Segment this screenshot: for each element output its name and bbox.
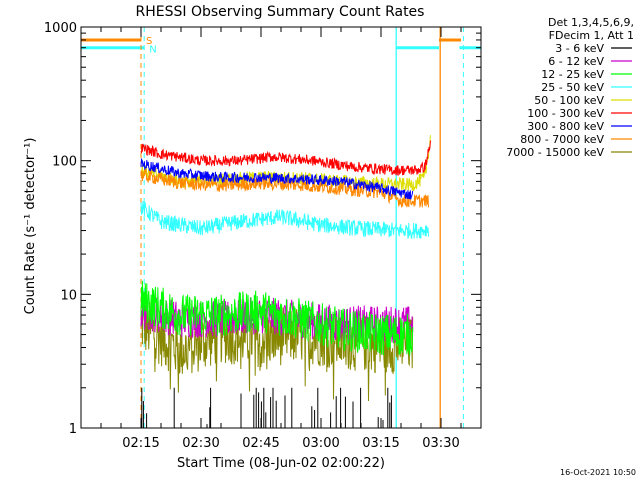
x-tick-label: 03:30 [422,436,459,451]
legend-label: 12 - 25 keV [541,68,604,81]
plot-area: SN [81,27,481,428]
x-tick-label: 02:45 [242,436,279,451]
legend-label: 50 - 100 keV [534,94,604,107]
y-tick-label: 100 [52,155,77,170]
timestamp: 16-Oct-2021 10:50 [560,468,636,477]
y-tick-label: 10 [60,288,77,303]
series-line-300-800-kev [140,158,414,200]
legend-label: 100 - 300 keV [527,107,604,120]
y-tick-label: 1000 [44,21,77,36]
x-tick-label: 02:15 [122,436,159,451]
axes: 1 10 100 1000 02:15 02:30 02:45 03:00 03:15 03:30 [44,21,482,451]
x-tick-label: 03:15 [362,436,399,451]
y-axis-label: Count Rate (s⁻¹ detector⁻¹) [23,138,38,315]
x-axis-label: Start Time (08-Jun-02 02:00:22) [177,456,385,471]
legend-label: 3 - 6 keV [555,42,604,55]
series-line-100-300-kev [140,140,432,177]
legend-label: 7000 - 15000 keV [506,146,604,159]
legend-header-line-1: Det 1,3,4,5,6,9, [548,16,634,29]
legend-label: 25 - 50 keV [541,81,604,94]
annotation-s: S [146,36,152,47]
legend-label: 6 - 12 keV [548,55,604,68]
chart-title: RHESSI Observing Summary Count Rates [136,4,425,20]
series-line-12-25-kev [140,280,414,356]
x-tick-label: 03:00 [302,436,339,451]
series-line-25-50-kev [140,200,429,240]
legend-label: 300 - 800 keV [527,120,604,133]
legend: Det 1,3,4,5,6,9, FDecim 1, Att 1 3 - 6 k… [506,16,634,159]
legend-label: 800 - 7000 keV [520,133,604,146]
y-tick-label: 1 [69,422,77,437]
legend-header-line-2: FDecim 1, Att 1 [549,29,634,42]
series-3-6-kev-spikes [141,387,392,428]
annotation-n: N [149,45,156,56]
x-tick-label: 02:30 [182,436,219,451]
